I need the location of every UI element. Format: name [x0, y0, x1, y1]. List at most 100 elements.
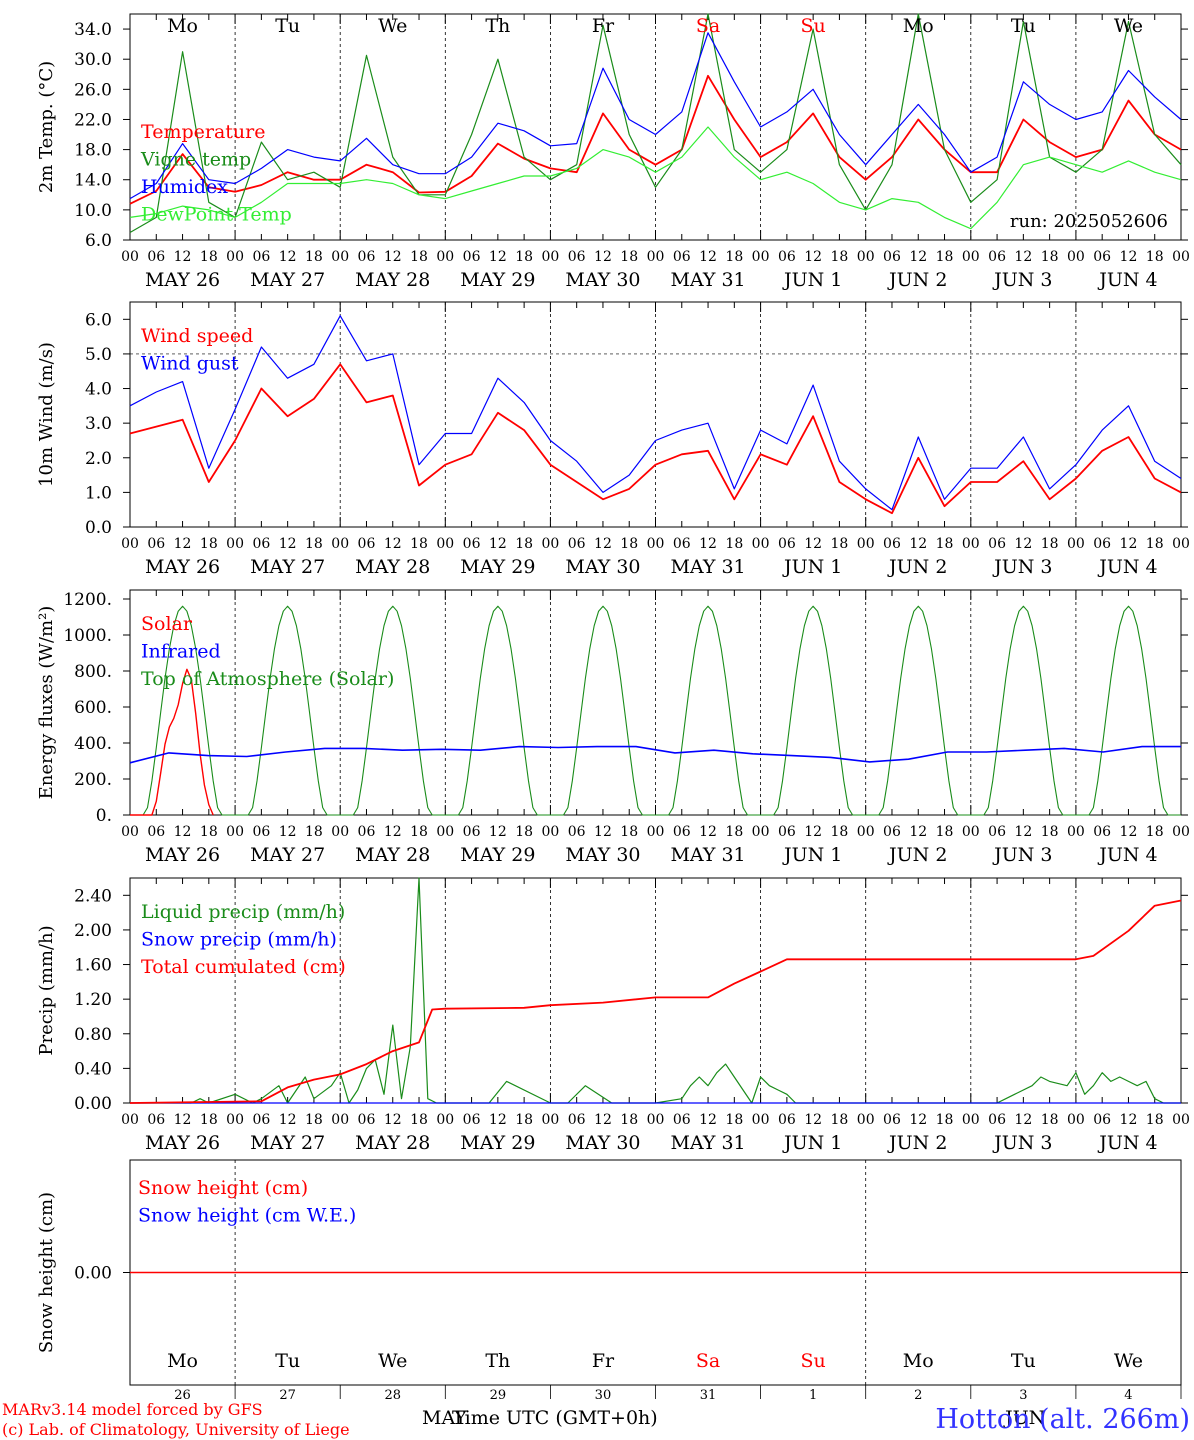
- hour-tick-label: 00: [1067, 536, 1085, 552]
- ytick-label: 0.40: [74, 1059, 112, 1079]
- hour-tick-label: 00: [647, 1112, 665, 1128]
- hour-tick-label: 12: [489, 536, 507, 552]
- hour-tick-label: 00: [857, 1112, 875, 1128]
- hour-tick-label: 00: [226, 536, 244, 552]
- hour-tick-label: 06: [463, 536, 481, 552]
- day-name-top: Mo: [167, 15, 198, 37]
- hour-tick-label: 12: [804, 249, 822, 265]
- day-name-top: Mo: [903, 15, 934, 37]
- footer-credit-1: MARv3.14 model forced by GFS: [2, 1400, 263, 1419]
- hour-tick-label: 00: [647, 249, 665, 265]
- hour-tick-label: 06: [1093, 536, 1111, 552]
- day-name-bottom: We: [378, 1350, 407, 1372]
- hour-tick-label: 18: [725, 1112, 743, 1128]
- hour-tick-label: 00: [331, 824, 349, 840]
- legend-entry: Wind gust: [141, 353, 239, 375]
- hour-tick-label: 12: [384, 536, 402, 552]
- hour-tick-label: 18: [831, 536, 849, 552]
- date-label: MAY 30: [565, 1132, 640, 1154]
- hour-tick-label: 06: [568, 249, 586, 265]
- hour-tick-label: 18: [725, 536, 743, 552]
- series-line-temperature: [129, 74, 1182, 205]
- day-name-bottom: Th: [485, 1350, 510, 1372]
- hour-tick-label: 18: [831, 824, 849, 840]
- hour-tick-label: 06: [883, 1112, 901, 1128]
- hour-tick-label: 06: [147, 536, 165, 552]
- hour-tick-label: 18: [620, 536, 638, 552]
- hour-tick-label: 12: [594, 824, 612, 840]
- hour-tick-label: 06: [568, 536, 586, 552]
- hour-tick-label: 18: [831, 249, 849, 265]
- date-label: MAY 30: [565, 844, 640, 866]
- hour-tick-label: 00: [857, 824, 875, 840]
- hour-tick-label: 18: [305, 1112, 323, 1128]
- day-name-bottom: Tu: [1011, 1350, 1036, 1372]
- ytick-label: 1.0: [85, 483, 112, 503]
- hour-tick-label: 00: [752, 824, 770, 840]
- day-number: 31: [700, 1388, 717, 1403]
- hour-tick-label: 06: [1093, 249, 1111, 265]
- hour-tick-label: 12: [174, 824, 192, 840]
- plot-frame: [129, 301, 1182, 528]
- hour-tick-label: 18: [410, 1112, 428, 1128]
- ytick-label: 3.0: [85, 414, 112, 434]
- hour-tick-label: 06: [358, 1112, 376, 1128]
- hour-tick-label: 06: [252, 536, 270, 552]
- date-label: MAY 29: [460, 844, 535, 866]
- day-name-bottom: Mo: [167, 1350, 198, 1372]
- date-label: JUN 2: [887, 556, 947, 578]
- day-name-top: Th: [485, 15, 510, 37]
- hour-tick-label: 00: [436, 249, 454, 265]
- series-line-total-cumulated-cm-: [129, 899, 1182, 1104]
- date-label: MAY 29: [460, 556, 535, 578]
- yaxis-title: Precip (mm/h): [36, 925, 57, 1055]
- day-number: 27: [279, 1388, 296, 1403]
- hour-tick-label: 00: [226, 824, 244, 840]
- hour-tick-label: 18: [936, 249, 954, 265]
- series-line-solar: [130, 668, 214, 816]
- hour-tick-label: 00: [647, 824, 665, 840]
- hour-tick-label: 06: [568, 824, 586, 840]
- ytick-label: 6.0: [85, 231, 112, 251]
- date-label: MAY 31: [670, 269, 745, 291]
- hour-tick-label: 06: [358, 536, 376, 552]
- date-label: JUN 4: [1097, 556, 1157, 578]
- hour-tick-label: 00: [857, 536, 875, 552]
- series-line-wind-gust: [129, 315, 1182, 511]
- panel-temp: 6.0 10.0 14.0 18.0 22.0 26.0 30.0 34.0 2m Temp. …: [36, 13, 1190, 291]
- hour-tick-label: 00: [226, 1112, 244, 1128]
- bottom-month-left: MAY: [422, 1407, 467, 1429]
- hour-tick-label: 12: [1014, 249, 1032, 265]
- hour-tick-label: 18: [936, 536, 954, 552]
- ytick-label: 1200.: [63, 590, 112, 610]
- legend-entry: Snow height (cm): [138, 1177, 308, 1199]
- hour-tick-label: 18: [305, 824, 323, 840]
- hour-tick-label: 06: [988, 1112, 1006, 1128]
- date-label: MAY 26: [145, 269, 220, 291]
- ytick-label: 2.40: [74, 886, 112, 906]
- date-label: MAY 31: [670, 1132, 745, 1154]
- hour-tick-label: 18: [515, 536, 533, 552]
- hour-tick-label: 18: [515, 1112, 533, 1128]
- legend-entry: Wind speed: [141, 325, 253, 347]
- day-number: 28: [384, 1388, 401, 1403]
- hour-tick-label: 18: [620, 1112, 638, 1128]
- hour-tick-label: 00: [541, 249, 559, 265]
- date-label: MAY 27: [250, 844, 325, 866]
- hour-tick-label: 06: [568, 1112, 586, 1128]
- hour-tick-label: 12: [1120, 824, 1138, 840]
- ytick-label: 30.0: [74, 50, 112, 70]
- hour-tick-label: 18: [200, 1112, 218, 1128]
- hour-tick-label: 18: [515, 824, 533, 840]
- hour-tick-label: 12: [489, 1112, 507, 1128]
- hour-tick-label: 18: [1146, 249, 1164, 265]
- date-label: JUN 2: [887, 844, 947, 866]
- hour-tick-label: 06: [988, 249, 1006, 265]
- hour-tick-label: 00: [541, 824, 559, 840]
- day-name-top: Su: [801, 15, 826, 37]
- date-label: JUN 2: [887, 269, 947, 291]
- panel-precip: 0.00 0.40 0.80 1.20 1.60 2.00 2.40 Precip (mm/h…: [36, 877, 1190, 1154]
- hour-tick-label: 18: [725, 824, 743, 840]
- hour-tick-label: 06: [883, 536, 901, 552]
- hour-tick-label: 06: [883, 824, 901, 840]
